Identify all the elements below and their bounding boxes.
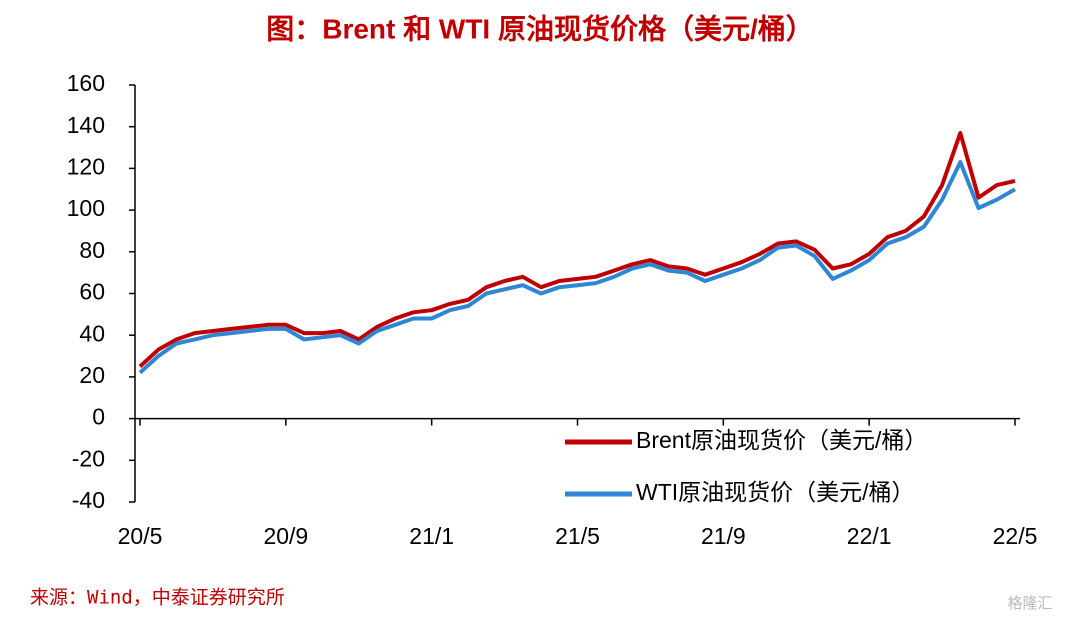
line-series bbox=[138, 160, 1016, 375]
y-tick-label: 20 bbox=[79, 362, 105, 388]
x-tick-label: 20/5 bbox=[118, 523, 163, 549]
legend-label: WTI原油现货价（美元/桶） bbox=[636, 479, 915, 505]
source: 来源：Wind，中泰证券研究所 bbox=[30, 587, 285, 609]
chart-title: 图：Brent 和 WTI 原油现货价格（美元/桶） bbox=[266, 12, 814, 44]
x-tick-label: 22/5 bbox=[993, 523, 1038, 549]
y-tick-label: 40 bbox=[79, 320, 105, 346]
x-tick-label: 21/1 bbox=[409, 523, 454, 549]
y-tick-label: -40 bbox=[72, 487, 105, 513]
y-tick-label: 120 bbox=[67, 153, 105, 179]
x-tick-label: 22/1 bbox=[847, 523, 892, 549]
y-tick-label: 60 bbox=[79, 279, 105, 305]
y-tick-label: 100 bbox=[67, 195, 105, 221]
watermark: 格隆汇 bbox=[1007, 595, 1052, 612]
y-tick-label: 160 bbox=[67, 70, 105, 96]
legend-label: Brent原油现货价（美元/桶） bbox=[636, 427, 927, 453]
y-tick-label: 0 bbox=[92, 404, 105, 430]
y-tick-label: 140 bbox=[67, 112, 105, 138]
x-tick-label: 21/9 bbox=[701, 523, 746, 549]
line-series bbox=[138, 131, 1016, 368]
x-tick-label: 21/5 bbox=[555, 523, 600, 549]
y-tick-label: -20 bbox=[72, 445, 105, 471]
y-tick-label: 80 bbox=[79, 237, 105, 263]
x-tick-label: 20/9 bbox=[263, 523, 308, 549]
